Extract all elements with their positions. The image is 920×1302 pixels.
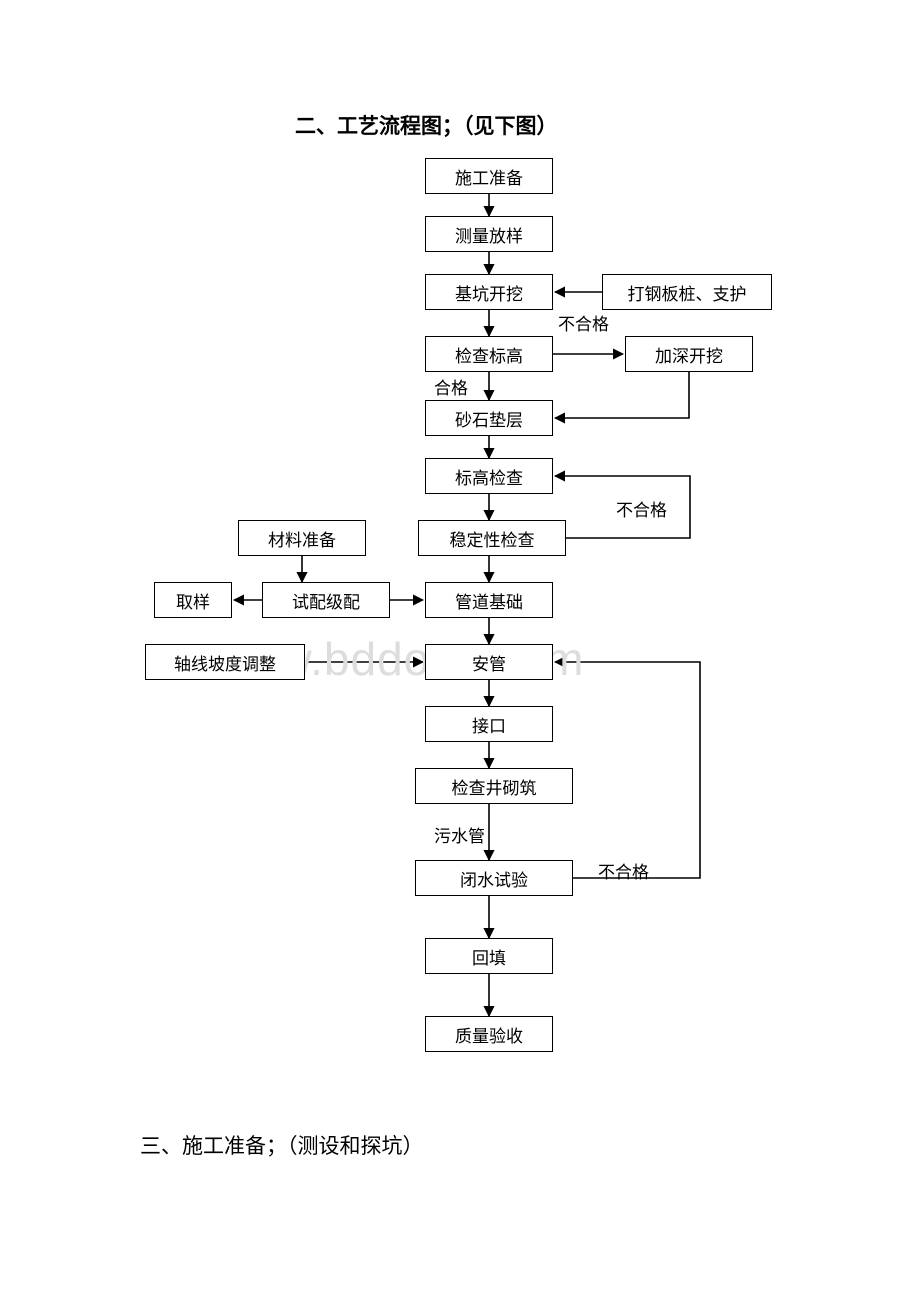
node-shashi-dianceng: 砂石垫层 xyxy=(425,400,553,436)
node-bishui-shiyan: 闭水试验 xyxy=(415,860,573,896)
node-huitian: 回填 xyxy=(425,938,553,974)
node-biaogao-jiancha: 标高检查 xyxy=(425,458,553,494)
edge-label-buhege-2: 不合格 xyxy=(616,496,667,521)
node-guandao-jichu: 管道基础 xyxy=(425,582,553,618)
node-anguan: 安管 xyxy=(425,644,553,680)
node-jiancha-biaogao: 检查标高 xyxy=(425,336,553,372)
node-jiekou: 接口 xyxy=(425,706,553,742)
node-celiang-fangyang: 测量放样 xyxy=(425,216,553,252)
node-gangbanzhuang: 打钢板桩、支护 xyxy=(602,274,772,310)
section-title-3: 三、施工准备；（测设和探坑） xyxy=(140,1130,424,1160)
node-cailiao-zhunbei: 材料准备 xyxy=(238,520,366,556)
node-zhiliang-yanshou: 质量验收 xyxy=(425,1016,553,1052)
edge-label-buhege-3: 不合格 xyxy=(598,858,649,883)
node-quyang: 取样 xyxy=(154,582,232,618)
node-jikeng-kaiwa: 基坑开挖 xyxy=(425,274,553,310)
node-zhouxian-podu: 轴线坡度调整 xyxy=(145,644,305,680)
edge-label-hege: 合格 xyxy=(434,374,468,399)
node-shipei-jipei: 试配级配 xyxy=(262,582,390,618)
node-shigong-zhunbei: 施工准备 xyxy=(425,158,553,194)
node-wendingxing: 稳定性检查 xyxy=(418,520,566,556)
edge-label-wushuiguan: 污水管 xyxy=(434,822,485,847)
section-title-2: 二、工艺流程图；（见下图） xyxy=(295,110,558,140)
node-jiashen-kaiwa: 加深开挖 xyxy=(625,336,753,372)
node-jianchajing: 检查井砌筑 xyxy=(415,768,573,804)
edge-label-buhege-1: 不合格 xyxy=(558,310,609,335)
